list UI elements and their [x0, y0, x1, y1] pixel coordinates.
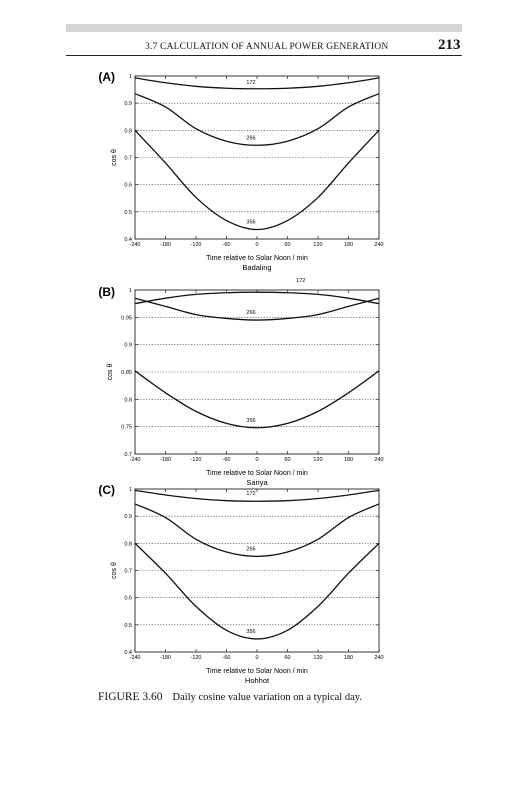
y-axis-label: cos θ — [107, 364, 114, 381]
x-axis-label: Time relative to Solar Noon / min — [206, 255, 308, 262]
y-tick-label: 0.5 — [124, 623, 132, 629]
page-number: 213 — [438, 37, 461, 53]
x-tick-label: 60 — [284, 655, 290, 661]
y-tick-label: 0.85 — [121, 370, 132, 376]
series-label-356: 356 — [246, 629, 255, 635]
x-tick-label: -240 — [129, 457, 140, 463]
x-tick-label: -180 — [160, 242, 171, 248]
y-tick-label: 0.7 — [124, 156, 132, 162]
series-line-172 — [134, 291, 380, 305]
x-tick-label: -120 — [190, 655, 201, 661]
series-label-356: 356 — [246, 219, 255, 225]
series-label-356: 356 — [246, 418, 255, 424]
x-axis-label: Time relative to Solar Noon / min — [206, 668, 308, 675]
caption-label: FIGURE 3.60 — [98, 691, 163, 703]
x-tick-label: -180 — [160, 655, 171, 661]
header-rule — [66, 55, 462, 56]
y-axis-label: cos θ — [111, 149, 118, 166]
running-head: 3.7 CALCULATION OF ANNUAL POWER GENERATI… — [145, 42, 389, 52]
series-label-172: 172 — [296, 278, 305, 284]
x-tick-label: 120 — [313, 457, 322, 463]
y-tick-label: 0.4 — [124, 650, 132, 656]
series-label-172: 172 — [246, 491, 255, 497]
series-line-172 — [134, 489, 380, 502]
y-tick-label: 1 — [129, 288, 132, 294]
x-tick-label: 180 — [344, 242, 353, 248]
y-tick-label: 0.4 — [124, 237, 132, 243]
panel-label: (C) — [98, 483, 115, 497]
series-line-266 — [134, 93, 380, 146]
x-tick-label: 180 — [344, 655, 353, 661]
series-line-266 — [134, 297, 380, 321]
series-line-172 — [134, 77, 380, 90]
x-tick-label: 240 — [374, 457, 383, 463]
header-bar — [66, 24, 462, 32]
series-label-266: 266 — [246, 310, 255, 316]
x-tick-label: 120 — [313, 242, 322, 248]
y-tick-label: 0.7 — [124, 452, 132, 458]
y-tick-label: 0.8 — [124, 128, 132, 134]
x-tick-label: -120 — [190, 457, 201, 463]
y-tick-label: 1 — [129, 74, 132, 80]
series-line-356 — [134, 129, 380, 231]
x-tick-label: 0 — [255, 655, 258, 661]
x-tick-label: 240 — [374, 655, 383, 661]
x-tick-label: 0 — [255, 457, 258, 463]
x-tick-label: 180 — [344, 457, 353, 463]
x-tick-label: -120 — [190, 242, 201, 248]
panel-label: (B) — [98, 285, 115, 299]
caption-text: Daily cosine value variation on a typica… — [172, 692, 362, 703]
series-label-266: 266 — [246, 546, 255, 552]
y-tick-label: 0.75 — [121, 425, 132, 431]
y-tick-label: 0.9 — [124, 101, 132, 107]
x-tick-label: 60 — [284, 242, 290, 248]
x-tick-label: 0 — [255, 242, 258, 248]
y-tick-label: 0.7 — [124, 569, 132, 575]
x-tick-label: -60 — [223, 242, 231, 248]
series-line-266 — [134, 503, 380, 558]
y-tick-label: 0.9 — [124, 514, 132, 520]
x-tick-label: -180 — [160, 457, 171, 463]
chart-title: Hohhot — [245, 676, 270, 685]
y-axis-label: cos θ — [111, 562, 118, 579]
figure-caption: FIGURE 3.60 Daily cosine value variation … — [98, 691, 362, 703]
chart-title: Sanya — [246, 478, 268, 487]
chart-panel-1: (A) 0.4 0.5 0.6 0.7 0.8 0.9 1 -240 -180 -120 -60 0 60… — [98, 70, 383, 272]
panel-label: (A) — [98, 70, 115, 84]
chart-panel-2: (B) 0.7 0.75 0.8 0.85 0.9 0.95 1 -240 -180 -120 -60… — [98, 278, 383, 487]
x-tick-label: -240 — [129, 242, 140, 248]
y-tick-label: 0.9 — [124, 343, 132, 349]
y-tick-label: 0.5 — [124, 210, 132, 216]
y-tick-label: 0.95 — [121, 315, 132, 321]
y-tick-label: 0.6 — [124, 183, 132, 189]
chart-panel-3: (C) 0.4 0.5 0.6 0.7 0.8 0.9 1 -240 -180 -120 -60 0 60… — [98, 483, 383, 685]
x-tick-label: -60 — [223, 457, 231, 463]
x-tick-label: -240 — [129, 655, 140, 661]
x-tick-label: 240 — [374, 242, 383, 248]
series-label-266: 266 — [246, 135, 255, 141]
series-label-172: 172 — [246, 80, 255, 86]
series-line-356 — [134, 542, 380, 640]
x-tick-label: 60 — [284, 457, 290, 463]
y-tick-label: 0.8 — [124, 397, 132, 403]
x-tick-label: -60 — [223, 655, 231, 661]
y-tick-label: 0.8 — [124, 541, 132, 547]
y-tick-label: 1 — [129, 487, 132, 493]
x-axis-label: Time relative to Solar Noon / min — [206, 470, 308, 477]
y-tick-label: 0.6 — [124, 596, 132, 602]
chart-title: Badaling — [242, 263, 271, 272]
series-line-356 — [134, 370, 380, 429]
x-tick-label: 120 — [313, 655, 322, 661]
